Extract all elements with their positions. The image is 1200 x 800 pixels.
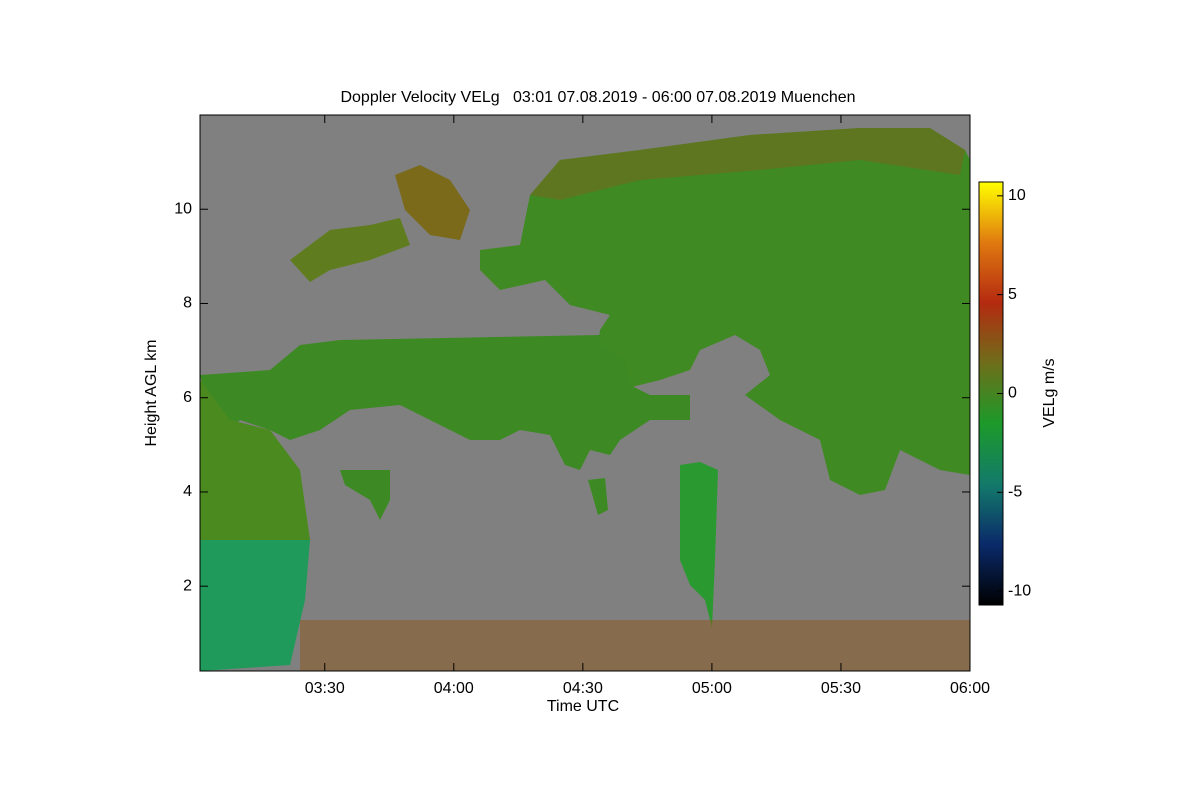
ground-clutter: [300, 620, 970, 671]
y-tick-label: 2: [183, 577, 192, 594]
colorbar-tick-label: -5: [1008, 484, 1022, 501]
y-tick-label: 4: [183, 483, 192, 500]
patch-c: [340, 470, 390, 520]
patch-a: [290, 218, 410, 282]
x-axis-label: Time UTC: [547, 698, 619, 715]
chart-title: Doppler Velocity VELg 03:01 07.08.2019 -…: [340, 89, 855, 106]
y-axis-label: Height AGL km: [143, 339, 160, 446]
colorbar-tick-label: 0: [1008, 385, 1017, 402]
patch-d: [588, 478, 608, 515]
colorbar-tick-label: -10: [1008, 582, 1031, 599]
x-tick-label: 03:30: [305, 680, 345, 697]
x-tick-label: 04:30: [563, 680, 603, 697]
plot-frame: [199, 114, 971, 672]
x-tick-label: 06:00: [950, 680, 990, 697]
mid-layer: [200, 335, 690, 470]
colorbar-tick-label: 5: [1008, 286, 1017, 303]
left-low: [200, 540, 310, 671]
upper-cloud-top: [530, 128, 965, 200]
y-tick-label: 6: [183, 389, 192, 406]
heatmap-field: [200, 115, 970, 671]
patch-b: [395, 165, 470, 240]
x-tick-label: 04:00: [434, 680, 474, 697]
x-tick-label: 05:00: [692, 680, 732, 697]
colorbar-tick-label: 10: [1008, 187, 1026, 204]
colorbar-label: VELg m/s: [1041, 358, 1058, 427]
y-tick-label: 8: [183, 295, 192, 312]
y-tick-label: 10: [174, 200, 192, 217]
x-tick-label: 05:30: [821, 680, 861, 697]
fall-streak: [680, 462, 718, 628]
